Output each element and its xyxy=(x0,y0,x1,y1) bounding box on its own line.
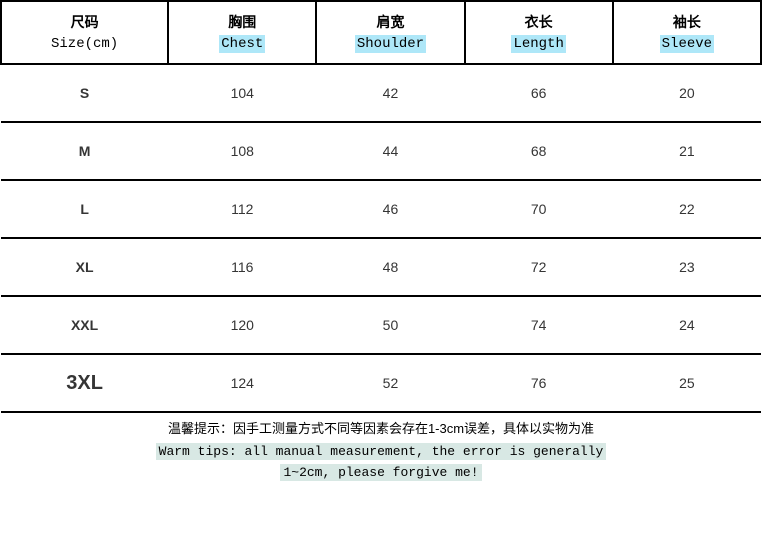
cell-length: 66 xyxy=(465,64,613,122)
cell-shoulder: 48 xyxy=(316,238,464,296)
cell-chest: 112 xyxy=(168,180,316,238)
table-row: S 104 42 66 20 xyxy=(1,64,761,122)
cell-sleeve: 24 xyxy=(613,296,761,354)
header-sleeve-cn: 袖长 xyxy=(618,12,756,32)
cell-size: L xyxy=(1,180,168,238)
header-sleeve-en: Sleeve xyxy=(660,35,714,53)
cell-sleeve: 21 xyxy=(613,122,761,180)
cell-sleeve: 23 xyxy=(613,238,761,296)
size-chart-table: 尺码 Size(cm) 胸围 Chest 肩宽 Shoulder 衣长 Leng… xyxy=(0,0,762,413)
cell-length: 68 xyxy=(465,122,613,180)
cell-shoulder: 52 xyxy=(316,354,464,412)
table-row: 3XL 124 52 76 25 xyxy=(1,354,761,412)
cell-chest: 120 xyxy=(168,296,316,354)
cell-sleeve: 22 xyxy=(613,180,761,238)
footer-en-wrap: Warm tips: all manual measurement, the e… xyxy=(0,441,762,485)
table-row: XXL 120 50 74 24 xyxy=(1,296,761,354)
header-sleeve: 袖长 Sleeve xyxy=(613,1,761,64)
table-row: XL 116 48 72 23 xyxy=(1,238,761,296)
footer-tips: 温馨提示：因手工测量方式不同等因素会存在1-3cm误差，具体以实物为准 Warm… xyxy=(0,413,762,484)
header-shoulder: 肩宽 Shoulder xyxy=(316,1,464,64)
cell-shoulder: 42 xyxy=(316,64,464,122)
cell-sleeve: 20 xyxy=(613,64,761,122)
header-chest: 胸围 Chest xyxy=(168,1,316,64)
header-size: 尺码 Size(cm) xyxy=(1,1,168,64)
footer-en-line1: Warm tips: all manual measurement, the e… xyxy=(156,443,607,460)
header-length: 衣长 Length xyxy=(465,1,613,64)
header-shoulder-en: Shoulder xyxy=(355,35,426,53)
cell-size: XXL xyxy=(1,296,168,354)
cell-shoulder: 50 xyxy=(316,296,464,354)
cell-size: 3XL xyxy=(1,354,168,412)
table-header-row: 尺码 Size(cm) 胸围 Chest 肩宽 Shoulder 衣长 Leng… xyxy=(1,1,761,64)
cell-length: 74 xyxy=(465,296,613,354)
table-row: L 112 46 70 22 xyxy=(1,180,761,238)
header-size-cn: 尺码 xyxy=(6,12,163,32)
header-length-cn: 衣长 xyxy=(470,12,608,32)
table-row: M 108 44 68 21 xyxy=(1,122,761,180)
cell-chest: 104 xyxy=(168,64,316,122)
header-chest-en: Chest xyxy=(219,35,265,53)
cell-length: 70 xyxy=(465,180,613,238)
cell-length: 72 xyxy=(465,238,613,296)
cell-size: M xyxy=(1,122,168,180)
header-length-en: Length xyxy=(511,35,565,53)
header-size-en: Size(cm) xyxy=(49,35,120,53)
header-shoulder-cn: 肩宽 xyxy=(321,12,459,32)
cell-shoulder: 44 xyxy=(316,122,464,180)
cell-shoulder: 46 xyxy=(316,180,464,238)
cell-chest: 124 xyxy=(168,354,316,412)
cell-size: XL xyxy=(1,238,168,296)
footer-cn-text: 温馨提示：因手工测量方式不同等因素会存在1-3cm误差，具体以实物为准 xyxy=(0,419,762,439)
cell-chest: 116 xyxy=(168,238,316,296)
header-chest-cn: 胸围 xyxy=(173,12,311,32)
cell-size: S xyxy=(1,64,168,122)
cell-sleeve: 25 xyxy=(613,354,761,412)
cell-chest: 108 xyxy=(168,122,316,180)
cell-length: 76 xyxy=(465,354,613,412)
footer-en-line2: 1~2cm, please forgive me! xyxy=(280,464,481,481)
